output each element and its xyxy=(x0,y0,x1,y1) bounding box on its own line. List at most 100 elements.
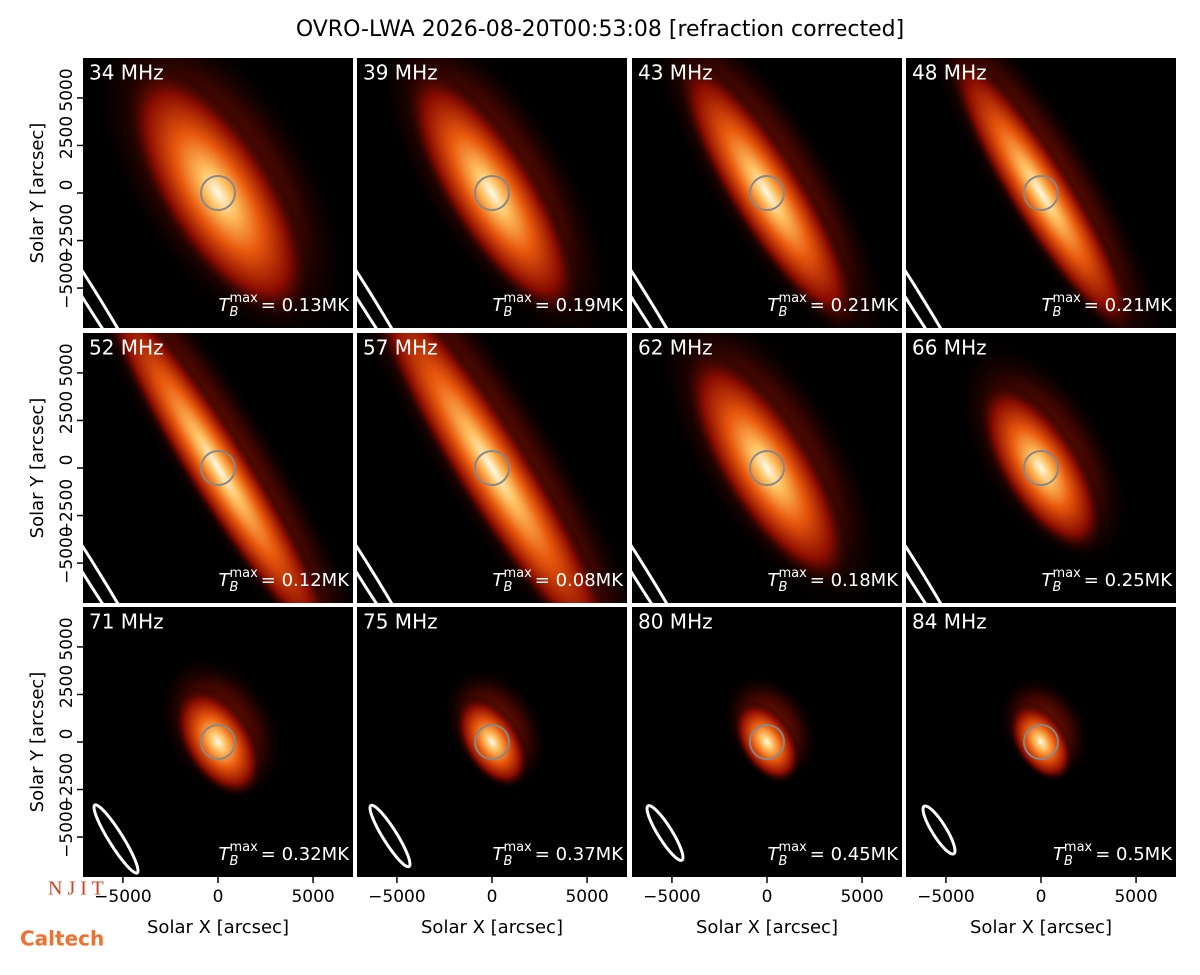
beam xyxy=(83,198,149,328)
freq-label: 48 MHz xyxy=(912,61,987,85)
tmax-value: = 0.19MK xyxy=(535,295,624,316)
x-tick-label: −5000 xyxy=(94,887,152,907)
solar-disk xyxy=(200,724,236,760)
tmax-value: = 0.5MK xyxy=(1095,844,1173,865)
freq-label: 34 MHz xyxy=(89,61,164,85)
tmax-sup: max xyxy=(229,840,258,855)
tmax-sub: B xyxy=(1064,854,1073,869)
y-tick-label: −5000 xyxy=(57,251,77,309)
panel xyxy=(632,58,902,328)
panel xyxy=(83,607,353,877)
y-tick-label: 0 xyxy=(57,180,77,191)
panel xyxy=(632,607,902,877)
freq-label: 84 MHz xyxy=(912,610,987,634)
tmax-sub: B xyxy=(504,305,513,320)
tmax-label: TBmax = 0.45MK xyxy=(768,840,900,869)
emission xyxy=(123,61,313,325)
logo-njit: N J I T xyxy=(48,878,104,900)
solar-disk xyxy=(200,450,236,486)
y-axis-label: Solar Y [arcsec] xyxy=(27,672,48,813)
tmax-sub: B xyxy=(504,854,513,869)
y-tick-label: −5000 xyxy=(57,800,77,858)
solar-disk xyxy=(474,724,510,760)
x-tick-label: 0 xyxy=(213,887,224,907)
logo-caltech: Caltech xyxy=(20,927,104,951)
freq-label: 71 MHz xyxy=(89,610,164,634)
tmax-symbol: T xyxy=(493,570,506,591)
panel xyxy=(357,607,627,877)
emission xyxy=(173,686,263,798)
beam xyxy=(632,198,698,328)
tmax-value: = 0.37MK xyxy=(535,844,624,865)
emission xyxy=(1008,702,1074,782)
beam xyxy=(632,473,698,603)
freq-label: 43 MHz xyxy=(638,61,713,85)
tmax-sup: max xyxy=(503,291,532,306)
x-tick-label: −5000 xyxy=(643,887,701,907)
panel xyxy=(83,58,353,328)
y-tick-label: 0 xyxy=(57,455,77,466)
tmax-sub: B xyxy=(230,854,239,869)
emission xyxy=(977,380,1105,556)
panel xyxy=(632,333,902,603)
title: OVRO-LWA 2026-08-20T00:53:08 [refraction… xyxy=(296,17,904,42)
tmax-value: = 0.08MK xyxy=(535,570,624,591)
x-axis-label: Solar X [arcsec] xyxy=(970,917,1112,938)
x-tick-label: 0 xyxy=(762,887,773,907)
beam xyxy=(906,473,972,603)
freq-label: 75 MHz xyxy=(363,610,438,634)
y-tick-label: −2500 xyxy=(57,204,77,262)
tmax-label: TBmax = 0.19MK xyxy=(493,291,625,320)
beam xyxy=(921,804,957,856)
tmax-sub: B xyxy=(230,580,239,595)
emission xyxy=(454,695,530,789)
x-axis-label: Solar X [arcsec] xyxy=(421,917,563,938)
y-tick-label: 5000 xyxy=(57,343,77,386)
tmax-label: TBmax = 0.21MK xyxy=(768,291,900,320)
tmax-sub: B xyxy=(504,580,513,595)
y-tick-label: 5000 xyxy=(57,617,77,660)
freq-label: 62 MHz xyxy=(638,336,713,360)
beam xyxy=(368,803,412,869)
tmax-value: = 0.18MK xyxy=(810,570,899,591)
solar-disk xyxy=(200,175,236,211)
x-tick-label: 0 xyxy=(1036,887,1047,907)
panel xyxy=(906,333,1176,603)
emission xyxy=(402,63,582,323)
x-tick-label: −5000 xyxy=(917,887,975,907)
freq-label: 66 MHz xyxy=(912,336,987,360)
tmax-symbol: T xyxy=(768,295,781,316)
panel xyxy=(357,333,627,603)
tmax-symbol: T xyxy=(493,844,506,865)
tmax-sup: max xyxy=(229,291,258,306)
tmax-sub: B xyxy=(779,854,788,869)
tmax-sup: max xyxy=(778,291,807,306)
tmax-symbol: T xyxy=(219,295,232,316)
solar-disk xyxy=(749,724,785,760)
solar-disk xyxy=(1023,450,1059,486)
emission xyxy=(92,333,344,603)
tmax-sup: max xyxy=(1052,291,1081,306)
beam xyxy=(906,198,972,328)
tmax-value: = 0.13MK xyxy=(261,295,350,316)
panel xyxy=(906,607,1176,877)
beam xyxy=(645,804,685,862)
tmax-sup: max xyxy=(1052,566,1081,581)
y-axis-label: Solar Y [arcsec] xyxy=(27,123,48,264)
solar-disk xyxy=(1023,724,1059,760)
x-tick-label: −5000 xyxy=(368,887,426,907)
y-tick-label: 2500 xyxy=(57,391,77,434)
x-tick-label: 5000 xyxy=(565,887,608,907)
tmax-symbol: T xyxy=(768,570,781,591)
solar-disk xyxy=(749,450,785,486)
beam xyxy=(357,198,423,328)
x-tick-label: 0 xyxy=(487,887,498,907)
tmax-sup: max xyxy=(778,566,807,581)
solar-disk xyxy=(749,175,785,211)
y-tick-label: 5000 xyxy=(57,68,77,111)
beam xyxy=(357,473,423,603)
tmax-value: = 0.25MK xyxy=(1084,570,1173,591)
tmax-symbol: T xyxy=(1042,570,1055,591)
emission xyxy=(682,346,852,590)
tmax-sup: max xyxy=(1064,840,1093,855)
